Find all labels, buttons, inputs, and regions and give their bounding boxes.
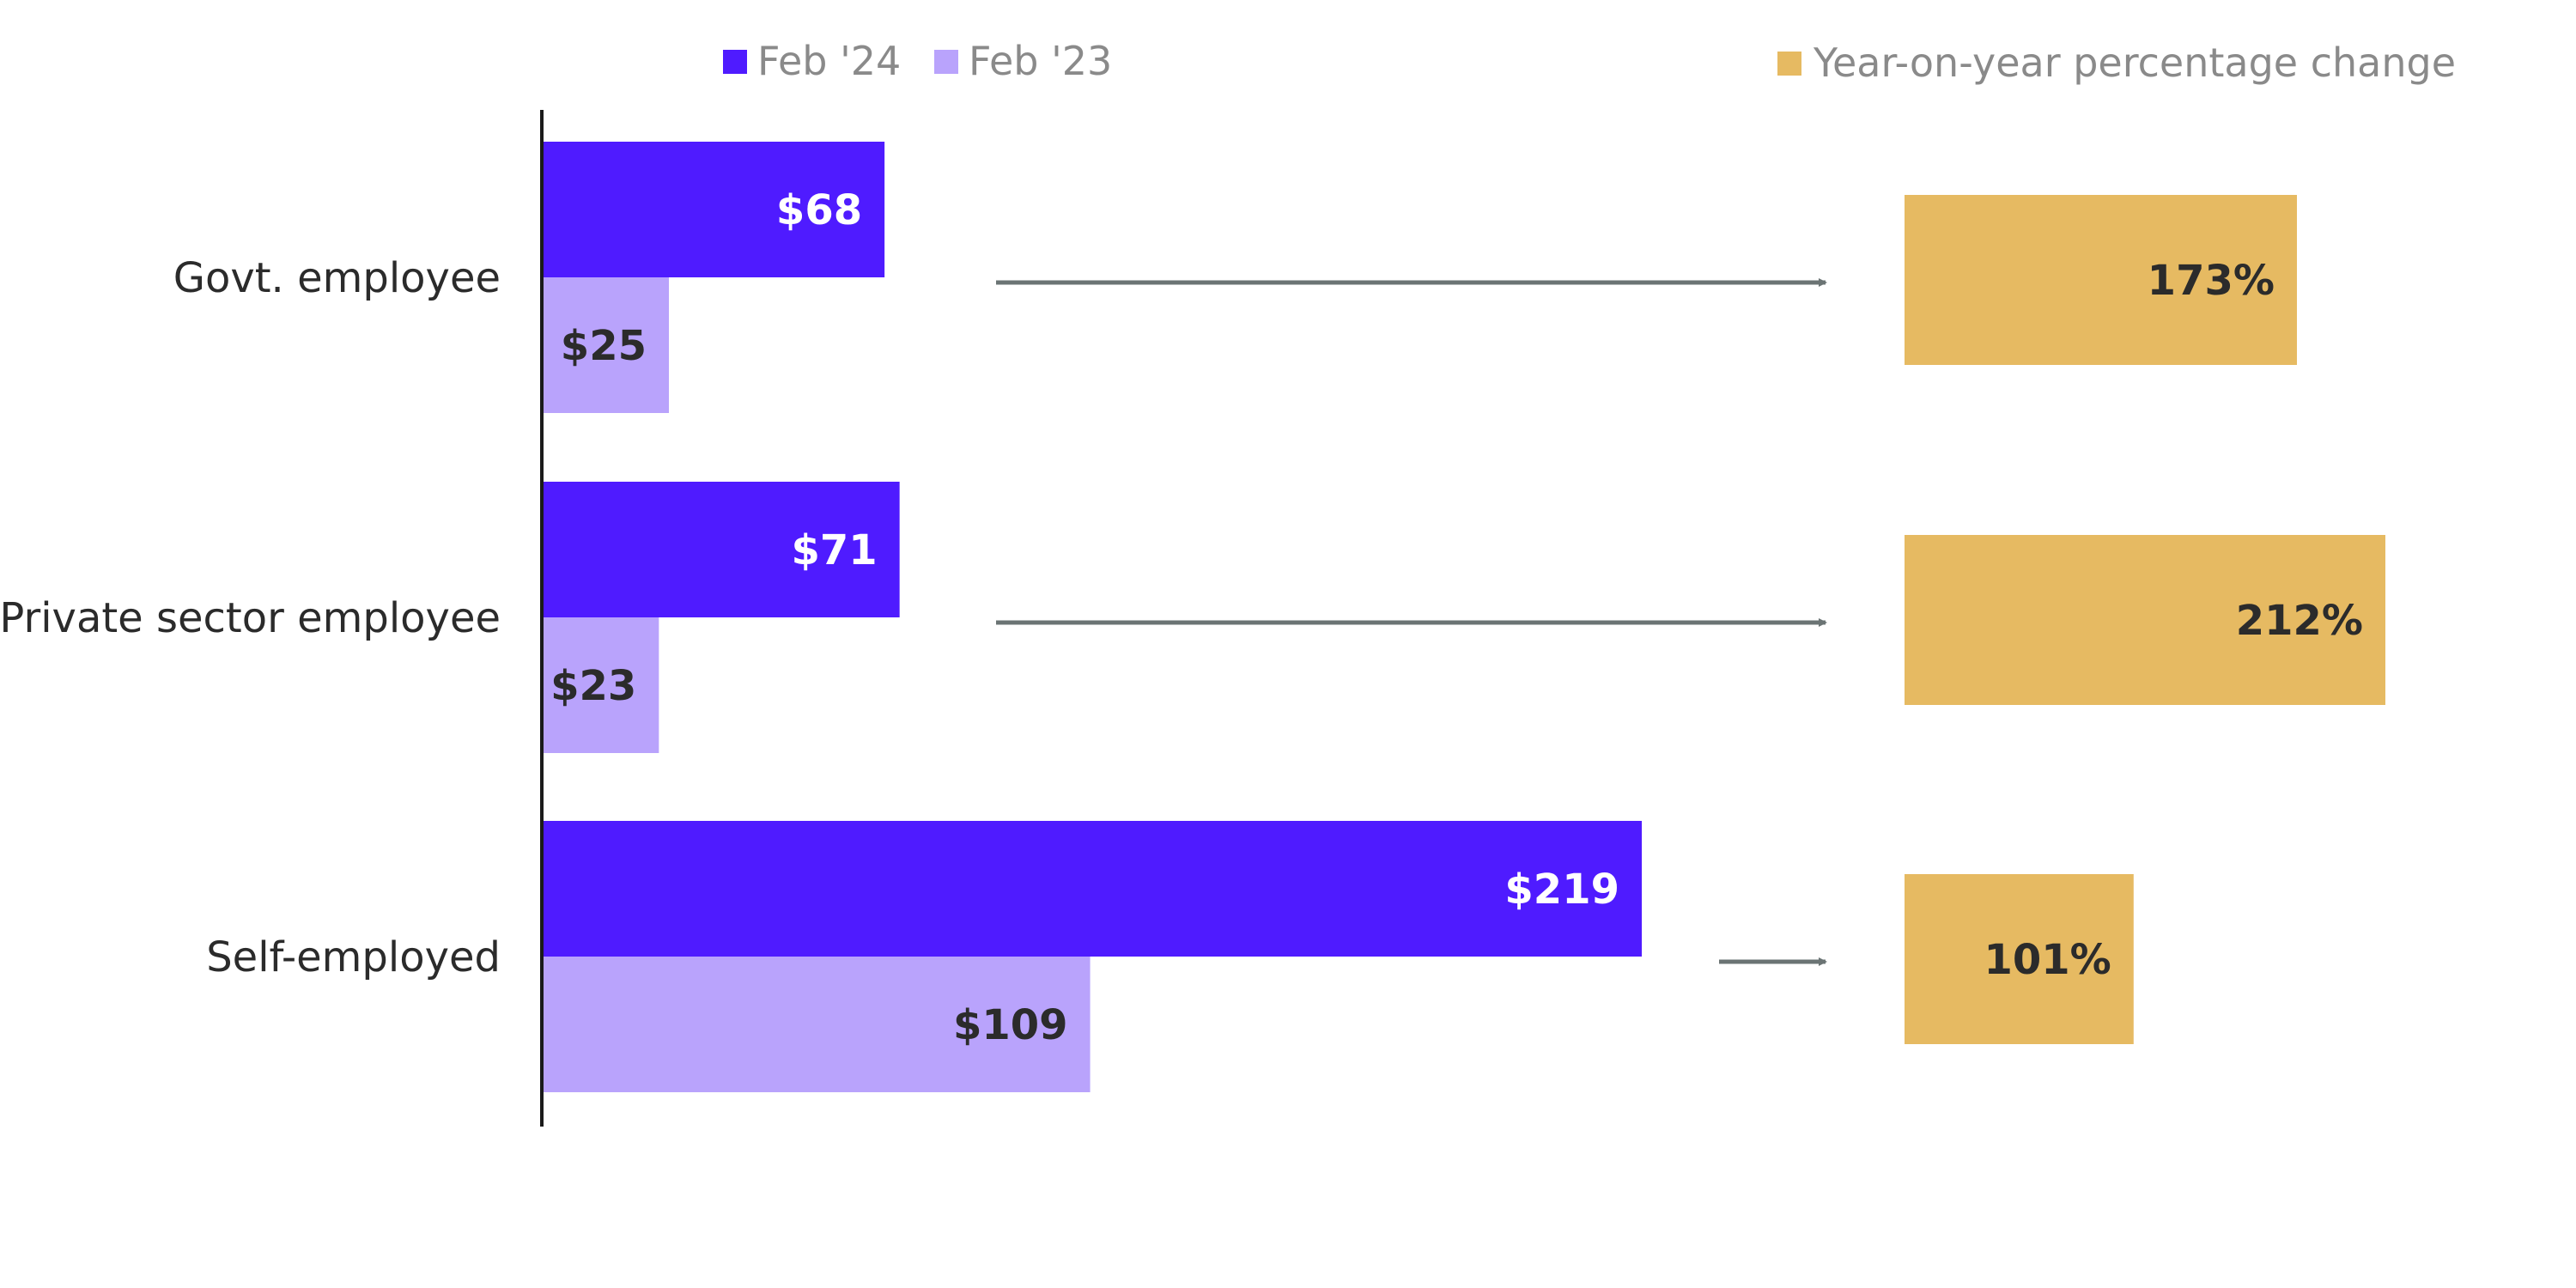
category-label-govt-employee: Govt. employee xyxy=(173,254,501,302)
bar-feb-23-govt-employee xyxy=(544,277,670,413)
legend-label-feb-23: Feb '23 xyxy=(969,38,1112,84)
bar-feb-23-private-sector-employee xyxy=(544,617,659,753)
chart-marks: $68 $25 173% $71 $23 212% $219 $109 101% xyxy=(544,142,2385,1092)
yoy-bar-private-sector-employee xyxy=(1905,535,2385,705)
data-label-feb-23-govt-employee: $25 xyxy=(561,322,647,370)
bar-feb-24-govt-employee xyxy=(544,142,885,277)
category-label-private-sector-employee: Private sector employee xyxy=(0,594,501,642)
yoy-label-private-sector-employee: 212% xyxy=(2236,597,2363,645)
yoy-label-self-employed: 101% xyxy=(1984,936,2111,984)
data-label-feb-23-private-sector-employee: $23 xyxy=(550,662,636,710)
data-label-feb-24-private-sector-employee: $71 xyxy=(791,526,877,574)
legend-swatch-feb-24 xyxy=(723,50,747,74)
data-label-feb-23-self-employed: $109 xyxy=(953,1001,1068,1049)
data-label-feb-24-self-employed: $219 xyxy=(1504,866,1619,914)
category-label-self-employed: Self-employed xyxy=(206,933,501,981)
data-label-feb-24-govt-employee: $68 xyxy=(776,186,862,234)
bar-feb-24-self-employed xyxy=(544,821,1642,957)
yoy-label-govt-employee: 173% xyxy=(2148,257,2275,305)
legend-label-yoy: Year-on-year percentage change xyxy=(1813,39,2456,86)
legend-swatch-feb-23 xyxy=(934,50,958,74)
bar-feb-23-self-employed xyxy=(544,957,1091,1092)
bar-feb-24-private-sector-employee xyxy=(544,482,900,617)
legend-swatch-yoy xyxy=(1777,52,1801,76)
legend: Feb '24 Feb '23 Year-on-year percentage … xyxy=(723,38,2456,86)
legend-label-feb-24: Feb '24 xyxy=(757,38,901,84)
yoy-bar-govt-employee xyxy=(1905,195,2297,365)
yoy-bar-self-employed xyxy=(1905,874,2134,1044)
